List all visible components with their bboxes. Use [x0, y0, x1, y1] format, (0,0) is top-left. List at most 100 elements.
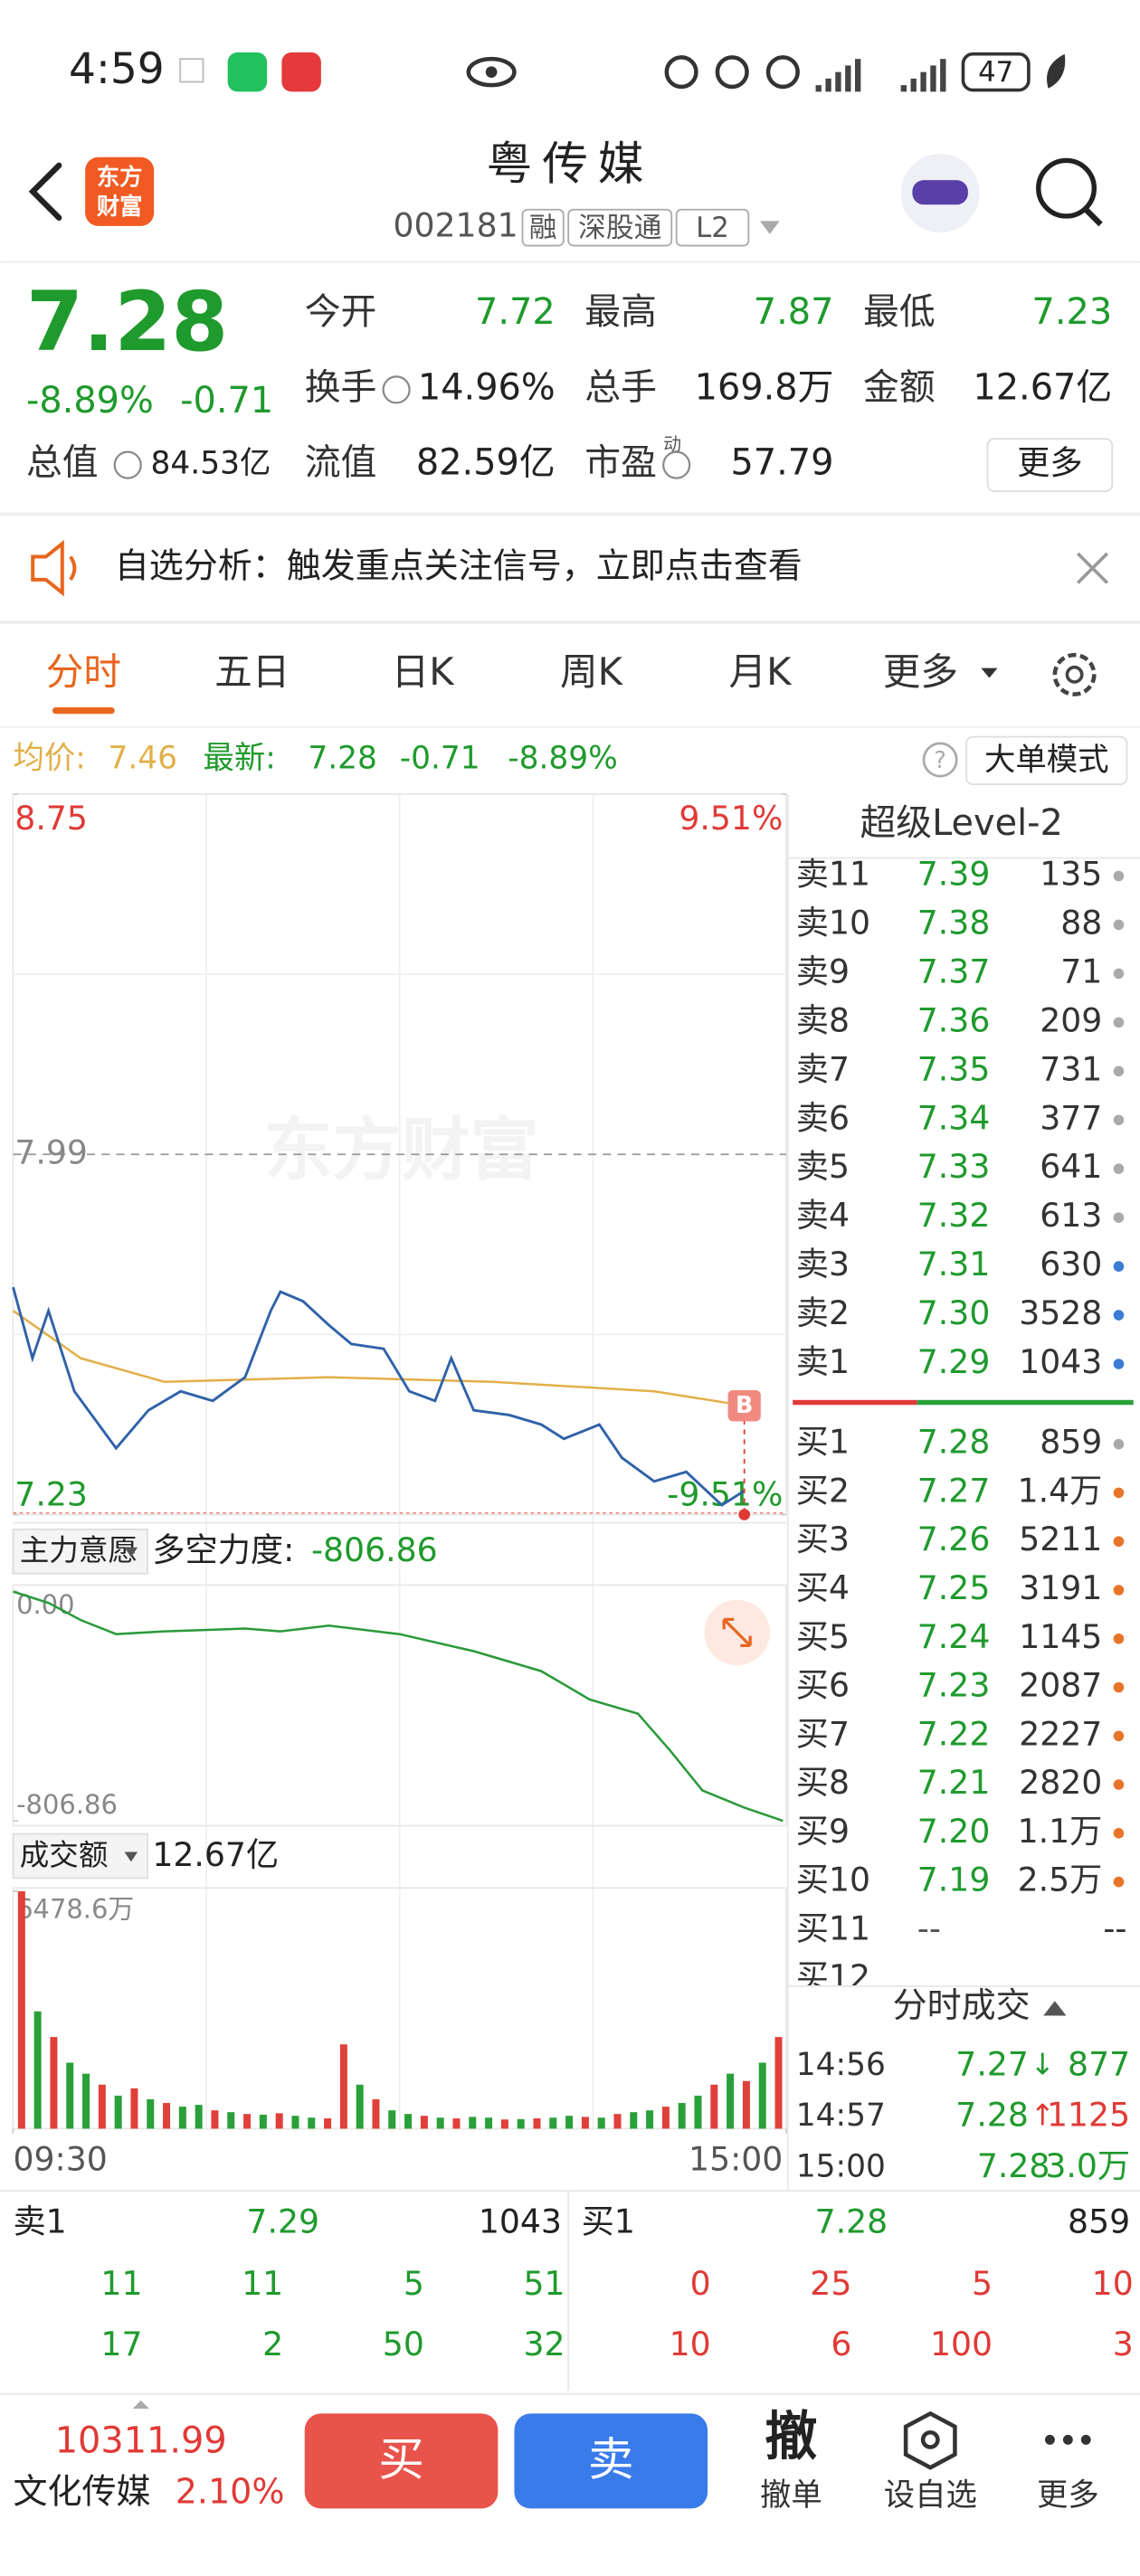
mode-button[interactable] [965, 735, 1128, 786]
book-dot [1113, 1779, 1125, 1790]
more-dot[interactable] [1062, 2434, 1073, 2445]
queue-order: 25 [810, 2264, 851, 2303]
queue-order: 51 [524, 2264, 565, 2303]
trade-volume: 1125 [1047, 2096, 1130, 2135]
book-price: 7.26 [917, 1520, 991, 1558]
signal [920, 71, 926, 92]
volume-bar [727, 2073, 735, 2129]
help-icon[interactable] [922, 742, 958, 778]
volume-bar [710, 2084, 718, 2129]
volume-bar [533, 2118, 541, 2129]
tab[interactable]: 周K [560, 649, 624, 694]
tag-box [567, 208, 673, 247]
volume-bar [646, 2110, 654, 2129]
sell-label[interactable]: 卖 [588, 2433, 634, 2486]
book-dot [1113, 1828, 1125, 1839]
last-price: 7.28 [26, 275, 228, 370]
tab[interactable]: 分时 [46, 649, 121, 694]
back-button[interactable] [28, 162, 62, 221]
volume-selector[interactable]: 成交额 [20, 1838, 109, 1872]
queue-order: 10 [670, 2325, 711, 2363]
status-time: 4:59 [69, 44, 165, 94]
volume-bar [742, 2080, 750, 2129]
cancel-icon[interactable]: 撤 [765, 2405, 817, 2467]
volume-bar [33, 2011, 42, 2129]
tab[interactable]: 五日 [214, 649, 290, 694]
info-icon [113, 450, 142, 479]
signal [900, 85, 907, 92]
y-tick-label: 7.23 [14, 1475, 88, 1514]
trade-time: 14:57 [796, 2098, 886, 2134]
book-dot [1113, 1017, 1125, 1028]
stock-name: 粤传媒 [487, 137, 654, 191]
metric-label: 多空力度: [152, 1530, 294, 1569]
search-button[interactable] [1036, 157, 1097, 219]
trade-price: 7.28 [955, 2096, 1029, 2135]
trades-title[interactable]: 分时成交 [893, 1985, 1031, 2025]
queue-order: 6 [831, 2325, 851, 2363]
book-dot [1113, 1633, 1125, 1644]
queue-price: 7.28 [815, 2202, 888, 2240]
stat-value: 82.59亿 [416, 442, 556, 484]
watchlist-icon[interactable] [903, 2410, 957, 2470]
more-button-label[interactable]: 更多 [1017, 443, 1082, 482]
volume-bar [147, 2098, 155, 2129]
book-price: 7.21 [917, 1763, 991, 1802]
volume-bar [243, 2114, 252, 2129]
selector-box[interactable] [12, 1528, 148, 1575]
more-button[interactable] [986, 438, 1114, 492]
book-label: 买1 [796, 1423, 850, 1462]
signal [930, 65, 936, 92]
action-label[interactable]: 设自选 [884, 2477, 977, 2514]
book-volume: 859 [1040, 1423, 1102, 1462]
book-label: 买6 [796, 1666, 850, 1705]
book-volume: 630 [1040, 1245, 1102, 1283]
close-button[interactable] [1076, 552, 1109, 584]
expand-arrows [722, 1617, 752, 1647]
book-label: 卖3 [796, 1245, 850, 1283]
indicator-selector[interactable]: 主力意愿 [20, 1533, 138, 1567]
latest-change-pct: -8.89% [508, 740, 618, 776]
stat-value: 7.87 [754, 291, 834, 333]
app-icon [281, 52, 321, 92]
book-volume: 2820 [1019, 1763, 1102, 1802]
settings-button[interactable] [1052, 652, 1097, 696]
volume-bar [565, 2116, 574, 2129]
queue-order: 100 [930, 2325, 993, 2363]
volume-bar [404, 2114, 413, 2129]
action-label[interactable]: 撤单 [760, 2477, 822, 2514]
banner-text[interactable]: 自选分析：触发重点关注信号，立即点击查看 [115, 546, 803, 586]
volume-bar [485, 2117, 493, 2129]
book-volume: 2087 [1019, 1666, 1102, 1705]
status-icon [715, 55, 749, 90]
more-dot[interactable] [1044, 2434, 1055, 2445]
sell-button[interactable] [514, 2413, 708, 2509]
volume-bar [388, 2110, 396, 2129]
index-value[interactable]: 10311.99 [55, 2420, 227, 2461]
book-dot [1113, 1730, 1125, 1742]
book-label: 卖7 [796, 1049, 850, 1088]
index-caret [132, 2400, 149, 2409]
eye-icon [466, 56, 517, 88]
buy-label[interactable]: 买 [378, 2433, 424, 2486]
panel-frame [12, 1584, 787, 1827]
book-volume: 1.4万 [1018, 1471, 1103, 1510]
y-tick-label: -806.86 [16, 1789, 118, 1820]
selector-box[interactable] [12, 1833, 148, 1880]
price-line [12, 1286, 746, 1507]
tab[interactable]: 日K [392, 649, 456, 694]
avg-price: 7.46 [108, 740, 177, 776]
volume-bar [436, 2117, 444, 2129]
buy-button[interactable] [304, 2413, 499, 2509]
action-label[interactable]: 更多 [1037, 2477, 1099, 2514]
more-dot[interactable] [1080, 2434, 1091, 2445]
battery-level: 47 [978, 56, 1013, 89]
volume-bar [130, 2088, 138, 2129]
tab[interactable]: 更多 [883, 649, 958, 694]
volume-bar [308, 2117, 316, 2129]
mode-label[interactable]: 大单模式 [984, 742, 1109, 778]
tab[interactable]: 月K [729, 649, 793, 694]
avatar-visor [912, 180, 968, 205]
logo [85, 156, 155, 226]
